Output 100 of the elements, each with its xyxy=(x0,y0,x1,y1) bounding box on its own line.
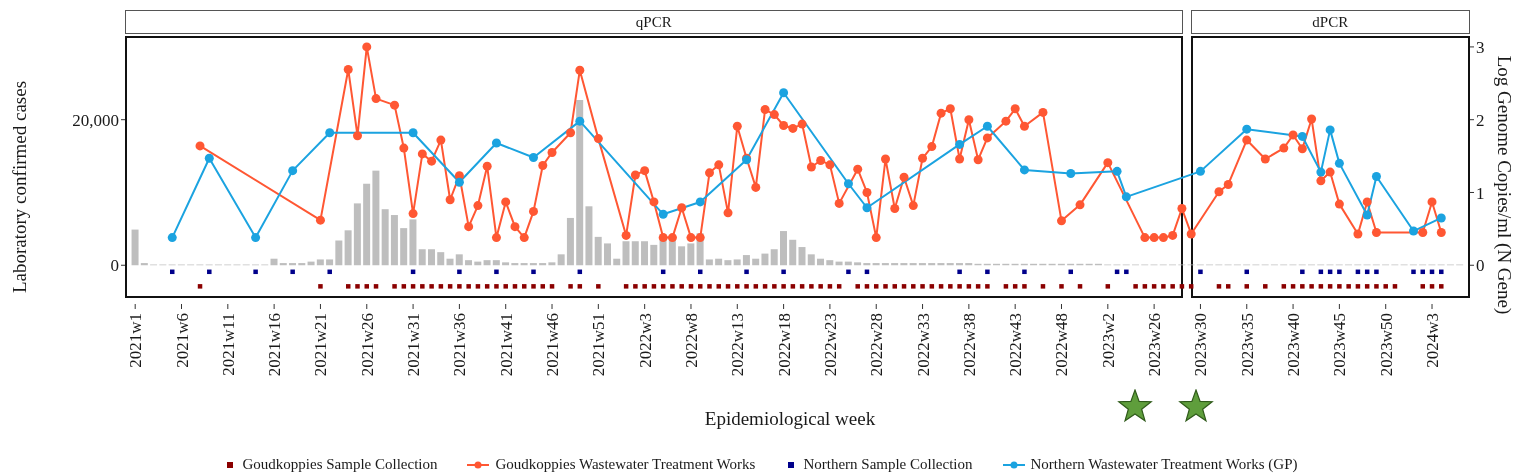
bar xyxy=(520,263,528,266)
x-tick-label: 2022w8 xyxy=(681,313,701,368)
bar xyxy=(779,231,787,266)
point xyxy=(779,88,789,98)
bar xyxy=(594,236,602,266)
x-tick-label: 2021w46 xyxy=(543,313,563,377)
x-tick-label: 2021w21 xyxy=(311,313,331,377)
point xyxy=(1411,269,1416,275)
bar xyxy=(353,203,361,266)
bar xyxy=(326,259,334,266)
x-tick-label: 2021w36 xyxy=(450,313,470,377)
point xyxy=(290,269,295,275)
bar xyxy=(502,262,510,266)
x-tick-label: 2023w26 xyxy=(1145,313,1165,377)
bar xyxy=(742,255,750,266)
bar xyxy=(872,263,880,266)
bar xyxy=(937,263,945,266)
bar xyxy=(761,253,769,266)
bar xyxy=(928,263,936,266)
point xyxy=(658,209,668,219)
point xyxy=(251,233,261,243)
legend-label: Goudkoppies Sample Collection xyxy=(242,456,438,473)
point xyxy=(408,128,418,138)
bar xyxy=(344,230,352,266)
point xyxy=(1409,226,1418,236)
point xyxy=(1439,269,1444,275)
point xyxy=(843,179,853,189)
bar xyxy=(724,260,732,266)
bar xyxy=(390,215,398,266)
bar xyxy=(270,258,278,266)
bar xyxy=(946,263,954,266)
point xyxy=(1337,269,1342,275)
bar xyxy=(965,263,973,266)
bar xyxy=(372,170,380,266)
point xyxy=(1019,165,1029,175)
x-axis-title: Epidemiological week xyxy=(704,408,876,430)
bar xyxy=(715,258,723,266)
legend-label: Goudkoppies Wastewater Treatment Works xyxy=(495,456,756,473)
x-tick-label: 2024w3 xyxy=(1423,313,1443,368)
point xyxy=(1121,192,1131,202)
point xyxy=(955,139,965,149)
bar xyxy=(418,249,426,266)
x-tick-label: 2022w3 xyxy=(635,313,655,368)
bar xyxy=(363,183,371,266)
x-tick-label: 2021w26 xyxy=(357,313,377,377)
point xyxy=(325,128,335,138)
bar xyxy=(733,259,741,266)
point xyxy=(695,197,705,207)
point xyxy=(288,166,298,176)
bar xyxy=(678,246,686,266)
bar xyxy=(807,254,815,266)
point xyxy=(744,269,749,275)
bar xyxy=(817,258,825,266)
bar xyxy=(400,228,408,266)
bar xyxy=(613,258,621,266)
bar xyxy=(576,100,584,266)
point xyxy=(1195,166,1205,176)
bar xyxy=(566,217,574,266)
legend-label: Northern Wastewater Treatment Works (GP) xyxy=(1030,456,1298,473)
y-tick-label: 20,000 xyxy=(72,110,119,130)
point xyxy=(531,269,536,275)
bar xyxy=(789,239,797,266)
point xyxy=(253,269,258,275)
bar xyxy=(900,263,908,266)
x-tick-label: 2022w23 xyxy=(820,313,840,377)
point xyxy=(1436,213,1446,223)
x-tick-label: 2023w2 xyxy=(1098,313,1118,368)
bar xyxy=(511,263,519,266)
bar xyxy=(641,241,649,266)
point xyxy=(1325,125,1335,135)
point xyxy=(494,269,499,275)
x-tick-label: 2021w41 xyxy=(496,313,516,377)
point xyxy=(1198,269,1203,275)
point xyxy=(957,269,962,275)
point xyxy=(985,269,990,275)
bar xyxy=(955,263,963,266)
point xyxy=(1066,169,1076,179)
bar xyxy=(539,263,547,266)
x-tick-label: 2023w40 xyxy=(1284,313,1304,377)
y2-tick-label: 3 xyxy=(1476,37,1485,57)
point xyxy=(1374,269,1379,275)
bar xyxy=(316,259,324,266)
point xyxy=(327,269,332,275)
bar xyxy=(529,263,537,266)
x-tick-label: 2021w31 xyxy=(404,313,424,377)
point xyxy=(1112,166,1122,176)
x-tick-label: 2022w18 xyxy=(774,313,794,377)
point xyxy=(781,269,786,275)
point xyxy=(454,177,464,187)
point xyxy=(1371,171,1381,181)
bar xyxy=(854,262,862,266)
bar xyxy=(650,244,658,266)
bar xyxy=(279,263,287,266)
y2-tick-label: 2 xyxy=(1476,110,1485,130)
legend-label: Northern Sample Collection xyxy=(803,456,973,473)
bar xyxy=(455,254,463,266)
point xyxy=(457,269,462,275)
y2-tick-label: 0 xyxy=(1476,256,1485,276)
text: dPCR xyxy=(1190,10,1470,34)
bar xyxy=(631,241,639,266)
